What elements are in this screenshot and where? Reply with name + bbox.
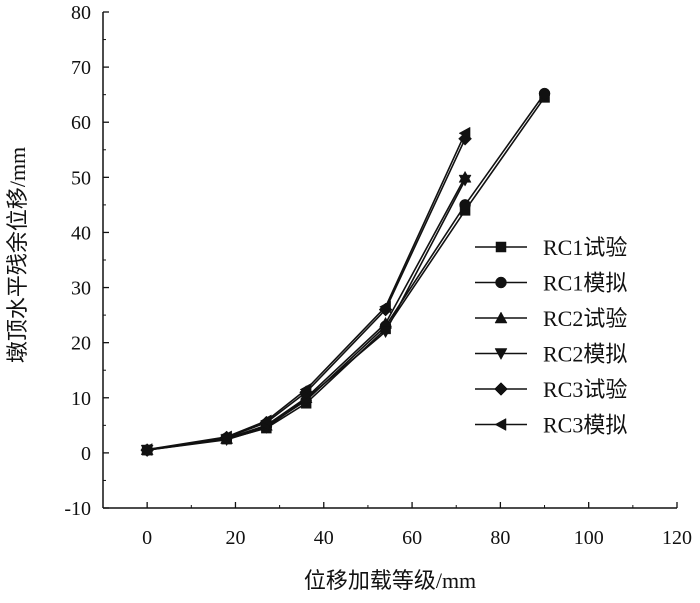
y-tick-label: 70: [71, 57, 91, 79]
series-markers: [140, 87, 551, 457]
y-tick-label: 60: [71, 112, 91, 134]
y-tick-label: 0: [81, 443, 91, 465]
series-line-2: [147, 93, 546, 451]
legend-marker: [494, 311, 508, 324]
ticks: 0 20 40 60 80 100 120 -10 0 10 20 30 40 50 60 70 80: [64, 2, 692, 549]
legend: RC1试验 RC1模拟 RC2试验 RC2模拟 RC3试验 RC3模拟: [475, 235, 627, 438]
data-point-6: [458, 126, 471, 140]
y-tick-label: 30: [71, 278, 91, 300]
legend-marker: [494, 382, 508, 396]
legend-label: RC2试验: [543, 306, 627, 331]
x-tick-label: 60: [402, 527, 422, 549]
series-line-3: [147, 176, 466, 451]
series-line-4: [147, 179, 466, 451]
legend-marker: [495, 241, 507, 253]
x-tick-label: 80: [490, 527, 510, 549]
x-axis-title: 位移加载等级/mm: [304, 568, 476, 593]
data-point-4: [379, 326, 393, 339]
data-point-6: [379, 300, 391, 314]
y-tick-label: 20: [71, 333, 91, 355]
x-tick-label: 120: [662, 527, 692, 549]
data-point-6: [259, 414, 272, 428]
y-tick-label: 50: [71, 167, 91, 189]
data-point-6: [220, 430, 232, 444]
x-tick-label: 40: [314, 527, 334, 549]
x-tick-label: 0: [142, 527, 152, 549]
legend-marker: [494, 418, 507, 431]
series-lines: [147, 93, 546, 451]
y-axis-title: 墩顶水平残余位移/mm: [5, 147, 30, 363]
legend-label: RC1试验: [543, 235, 627, 260]
data-point-2: [459, 199, 471, 211]
legend-label: RC3试验: [543, 377, 627, 402]
y-tick-label: 10: [71, 388, 91, 410]
legend-marker: [494, 348, 508, 361]
legend-label: RC3模拟: [543, 413, 627, 438]
data-point-2: [538, 87, 551, 100]
y-tick-label: 40: [71, 222, 91, 244]
data-point-6: [299, 383, 312, 396]
x-tick-label: 100: [574, 527, 604, 549]
x-tick-label: 20: [225, 527, 245, 549]
y-tick-label: -10: [64, 498, 91, 520]
legend-label: RC2模拟: [543, 342, 627, 367]
y-tick-label: 80: [71, 2, 91, 24]
legend-marker: [495, 276, 507, 289]
data-point-4: [458, 174, 472, 187]
series-line-1: [147, 96, 546, 451]
legend-label: RC1模拟: [543, 271, 627, 296]
data-point-6: [140, 443, 153, 457]
series-line-6: [147, 132, 466, 451]
